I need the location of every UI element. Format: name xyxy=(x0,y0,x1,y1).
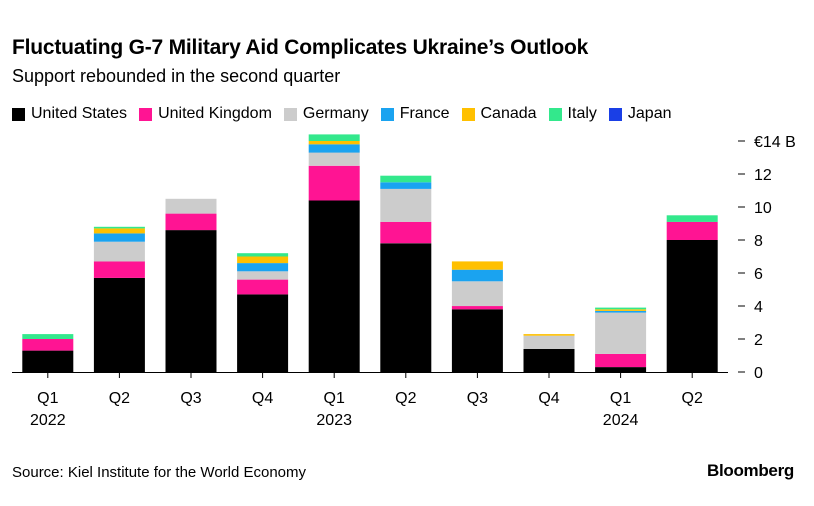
legend-item: Japan xyxy=(608,105,672,123)
y-tick-label: 2 xyxy=(754,332,763,349)
bar-segment xyxy=(93,261,145,278)
bar-segment xyxy=(666,221,718,240)
x-year-label: 2023 xyxy=(316,412,352,429)
bar-segment xyxy=(308,152,360,166)
bar-segment xyxy=(93,241,145,262)
bar-segment xyxy=(237,294,289,372)
legend-swatch xyxy=(139,107,153,121)
bloomberg-logo: Bloomberg xyxy=(706,461,794,480)
legend-item: Germany xyxy=(283,105,369,123)
bar-segment xyxy=(165,230,217,372)
bar-segment xyxy=(308,134,360,141)
bar-segment xyxy=(237,271,289,280)
x-tick-label: Q2 xyxy=(109,390,130,407)
legend-label: Germany xyxy=(302,105,369,122)
bar-segment xyxy=(523,335,575,349)
bar-segment xyxy=(237,263,289,272)
legend-swatch xyxy=(608,107,622,121)
bar-segment xyxy=(22,339,74,351)
bar-segment xyxy=(93,233,145,242)
bar-segment xyxy=(93,277,145,372)
legend-item: France xyxy=(380,105,450,123)
bar-segment xyxy=(451,281,503,307)
bar-segment xyxy=(666,215,718,222)
bar-segment xyxy=(595,307,647,310)
bar-segment xyxy=(595,353,647,368)
bar-segment xyxy=(380,188,432,222)
bar-segment xyxy=(666,240,718,372)
y-tick-label: 6 xyxy=(754,266,763,283)
x-tick-label: Q4 xyxy=(252,390,273,407)
bar-segment xyxy=(595,309,647,311)
bar-segment xyxy=(308,141,360,145)
x-tick-label: Q4 xyxy=(538,390,559,407)
y-tick-label: 12 xyxy=(754,167,772,184)
bar-segment xyxy=(237,253,289,257)
legend-label: Japan xyxy=(627,105,672,122)
bar-segment xyxy=(523,334,575,336)
bar-segment xyxy=(451,309,503,372)
x-tick-label: Q3 xyxy=(180,390,201,407)
x-tick-label: Q1 xyxy=(324,390,345,407)
bar-segment xyxy=(595,367,647,372)
bar-segment xyxy=(451,306,503,310)
legend: United States United Kingdom Germany France… xyxy=(12,105,683,123)
x-year-label: 2024 xyxy=(603,412,639,429)
y-tick-label: 4 xyxy=(754,299,763,316)
bar-segment xyxy=(165,213,217,231)
bar-segment xyxy=(308,200,360,372)
bar-segment xyxy=(451,269,503,282)
bar-segment xyxy=(380,182,432,189)
bar-segment xyxy=(380,175,432,183)
y-tick-label: €14 B xyxy=(754,134,796,151)
bar-segment xyxy=(595,310,647,313)
bar-segment xyxy=(22,350,74,372)
bar-segment xyxy=(22,334,74,339)
source-note: Source: Kiel Institute for the World Eco… xyxy=(12,464,307,481)
legend-item: United States xyxy=(12,105,127,123)
bar-segment xyxy=(93,228,145,234)
legend-item: United Kingdom xyxy=(139,105,272,123)
x-year-label: 2022 xyxy=(30,412,66,429)
x-tick-label: Q1 xyxy=(610,390,631,407)
bar-segment xyxy=(237,256,289,264)
bar-segment xyxy=(451,261,503,270)
x-tick-label: Q2 xyxy=(682,390,703,407)
y-tick-label: 8 xyxy=(754,233,763,250)
x-tick-label: Q1 xyxy=(37,390,58,407)
bar-segment xyxy=(523,348,575,372)
bar-segment xyxy=(308,144,360,153)
legend-label: United Kingdom xyxy=(158,105,272,122)
bar-segment xyxy=(380,243,432,372)
bar-segment xyxy=(380,221,432,244)
legend-item: Italy xyxy=(548,105,597,123)
bar-segment xyxy=(93,226,145,229)
bar-segment xyxy=(595,312,647,354)
bar-segment xyxy=(308,165,360,201)
legend-label: United States xyxy=(31,105,128,122)
bar-segment xyxy=(165,198,217,214)
legend-swatch xyxy=(380,107,394,121)
legend-label: Italy xyxy=(567,105,597,122)
legend-swatch xyxy=(461,107,475,121)
legend-swatch xyxy=(283,107,297,121)
y-tick-label: 0 xyxy=(754,365,763,382)
chart-subtitle: Support rebounded in the second quarter xyxy=(12,66,341,86)
chart-title: Fluctuating G-7 Military Aid Complicates… xyxy=(12,36,589,59)
legend-item: Canada xyxy=(461,105,537,123)
legend-label: France xyxy=(399,105,450,122)
legend-swatch xyxy=(548,107,562,121)
legend-swatch xyxy=(12,107,25,121)
y-tick-label: 10 xyxy=(754,200,772,217)
legend-label: Canada xyxy=(480,105,537,122)
x-tick-label: Q2 xyxy=(395,390,416,407)
bar-segment xyxy=(237,279,289,295)
x-tick-label: Q3 xyxy=(467,390,488,407)
